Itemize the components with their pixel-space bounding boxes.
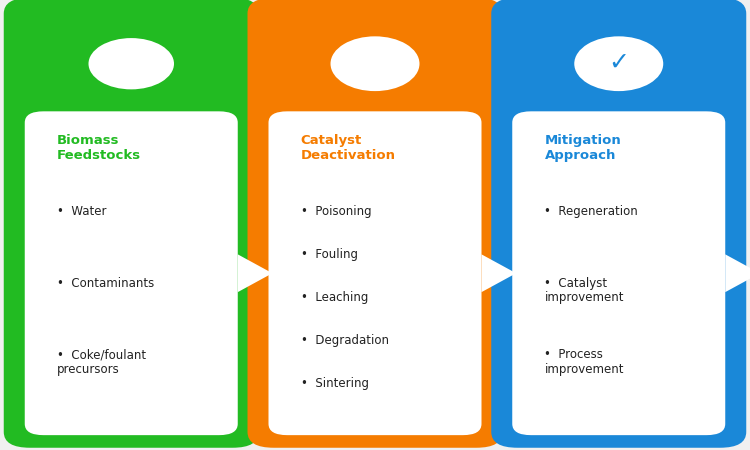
Text: •  Contaminants: • Contaminants: [57, 277, 154, 290]
Circle shape: [88, 38, 174, 90]
Text: •  Fouling: • Fouling: [301, 248, 358, 261]
Text: •  Catalyst
improvement: • Catalyst improvement: [544, 277, 624, 304]
Circle shape: [332, 38, 418, 90]
Polygon shape: [482, 254, 516, 292]
Text: •  Coke/foulant
precursors: • Coke/foulant precursors: [57, 348, 146, 376]
FancyBboxPatch shape: [491, 0, 746, 448]
FancyBboxPatch shape: [512, 111, 725, 435]
Circle shape: [112, 40, 150, 63]
FancyBboxPatch shape: [4, 0, 259, 448]
Text: •  Leaching: • Leaching: [301, 291, 368, 304]
Polygon shape: [725, 254, 750, 292]
Text: ✓: ✓: [608, 50, 629, 74]
Text: Biomass
Feedstocks: Biomass Feedstocks: [57, 134, 141, 162]
Circle shape: [107, 45, 137, 63]
Text: •  Sintering: • Sintering: [301, 377, 369, 390]
FancyBboxPatch shape: [268, 111, 482, 435]
Text: •  Water: • Water: [57, 205, 106, 218]
Circle shape: [125, 45, 155, 63]
Text: ?: ?: [368, 50, 382, 74]
FancyBboxPatch shape: [25, 111, 238, 435]
Bar: [127, 78, 136, 88]
Text: •  Regeneration: • Regeneration: [544, 205, 638, 218]
Text: •  Process
improvement: • Process improvement: [544, 348, 624, 376]
Polygon shape: [238, 254, 272, 292]
Circle shape: [128, 47, 161, 67]
Text: Mitigation
Approach: Mitigation Approach: [544, 134, 621, 162]
Text: Catalyst
Deactivation: Catalyst Deactivation: [301, 134, 396, 162]
FancyBboxPatch shape: [248, 0, 502, 448]
Circle shape: [101, 47, 134, 67]
Circle shape: [576, 38, 662, 90]
Text: •  Degradation: • Degradation: [301, 334, 388, 347]
Text: •  Poisoning: • Poisoning: [301, 205, 371, 218]
